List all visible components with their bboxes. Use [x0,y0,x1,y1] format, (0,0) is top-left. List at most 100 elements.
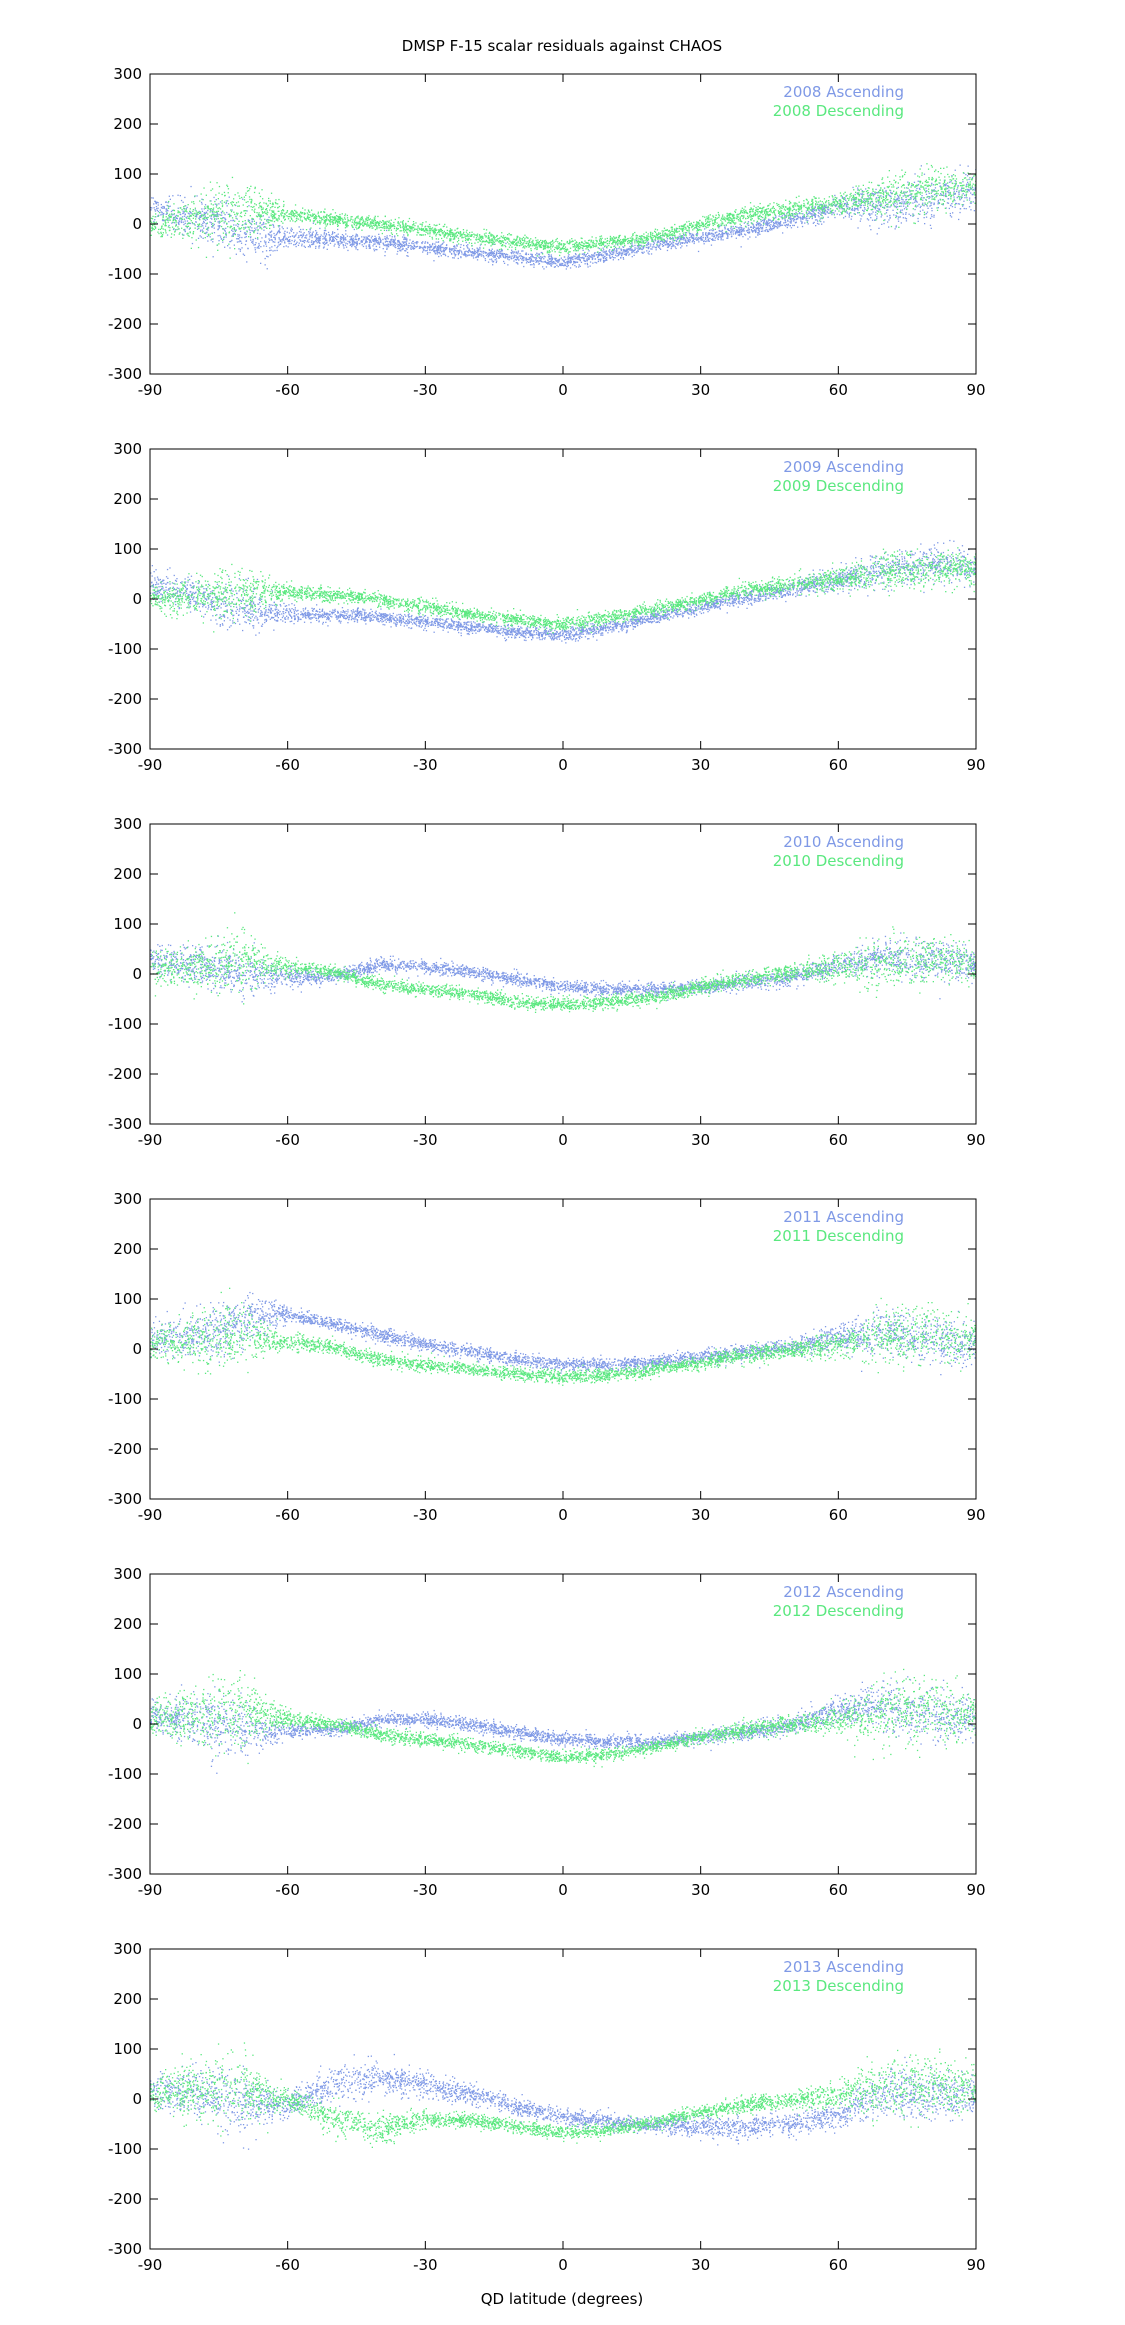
data-point [550,263,552,265]
data-point [575,254,577,256]
data-point [691,237,693,239]
data-point [872,208,874,210]
data-point [557,265,559,268]
data-point [404,228,406,230]
data-point [951,187,953,189]
data-point [495,261,497,264]
data-point [784,214,786,216]
data-point [716,236,718,238]
data-point [388,220,390,222]
data-point [613,245,615,248]
data-point [427,242,429,244]
data-point [349,236,351,238]
data-point [583,253,586,256]
data-point [794,203,796,205]
data-point [306,212,308,214]
data-point [358,226,360,229]
data-point [776,226,778,228]
data-point [440,246,442,249]
data-point [688,231,690,233]
data-point [494,254,496,256]
data-point [568,258,570,260]
data-point [383,243,385,246]
data-point [267,204,269,206]
data-point [275,203,277,205]
data-point [796,217,798,220]
data-point [684,240,687,242]
data-point [631,256,633,258]
data-point [311,215,313,218]
data-point [384,251,386,253]
data-point [212,256,214,258]
data-point [756,221,758,224]
data-point [550,265,553,267]
data-point [676,243,679,245]
data-point [581,253,584,255]
data-point [553,262,555,265]
data-point [167,207,170,209]
data-point [424,234,426,236]
data-point [492,261,494,263]
data-point [326,241,328,243]
data-point [822,216,824,218]
data-point [823,205,825,207]
data-point [517,250,520,252]
data-point [574,242,576,244]
data-point [499,253,501,255]
data-point [866,199,868,201]
data-point [445,244,448,247]
data-point [479,235,481,237]
data-point [743,227,745,230]
data-point [658,232,660,234]
data-point [207,206,209,208]
data-point [769,213,771,216]
data-point [386,248,388,250]
data-point [175,217,178,219]
data-point [555,257,557,260]
data-point [654,246,657,249]
data-point [815,214,817,216]
data-point [810,206,813,208]
data-point [239,228,242,230]
data-point [922,209,924,211]
data-point [192,201,195,203]
data-point [663,235,665,237]
data-point [484,241,487,243]
data-point [802,215,805,217]
data-point [637,247,640,249]
data-point [616,250,618,252]
data-point [965,173,967,176]
data-point [929,196,931,198]
data-point [318,245,320,247]
data-point [850,218,852,220]
data-point [934,187,937,189]
data-point [569,251,571,253]
data-point [862,213,864,215]
data-point [821,223,823,225]
data-point [165,210,167,212]
data-point [974,189,976,191]
data-point [887,206,889,208]
data-point [568,254,570,256]
data-point [574,261,576,263]
data-point [381,226,383,229]
data-point [407,251,409,254]
data-point [185,210,187,212]
data-point [245,240,248,242]
data-point [336,241,338,243]
data-point [360,240,362,242]
data-point [568,261,570,264]
data-point [429,248,431,250]
data-point [225,233,227,235]
data-point [499,237,501,239]
data-point [219,234,221,237]
data-point [959,164,961,166]
data-point [372,224,375,226]
data-point [194,209,196,211]
data-point [479,250,481,252]
data-point [423,249,425,252]
data-point [869,214,871,217]
data-point [239,230,242,232]
data-point [302,228,304,231]
data-point [224,221,226,223]
